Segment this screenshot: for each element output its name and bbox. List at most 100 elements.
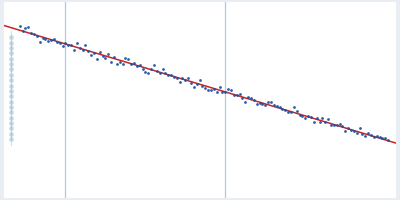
Point (168, 73, 174, 77)
Point (379, 137, 386, 140)
Point (22, 26, 28, 30)
Point (48, 39, 54, 42)
Point (179, 76, 186, 79)
Point (194, 82, 200, 85)
Point (319, 116, 326, 119)
Point (96, 50, 103, 53)
Point (322, 120, 328, 123)
Point (31, 32, 37, 36)
Point (82, 44, 88, 47)
Point (59, 45, 66, 48)
Point (231, 93, 237, 97)
Point (382, 136, 388, 139)
Point (222, 90, 228, 93)
Point (202, 86, 208, 90)
Point (385, 139, 391, 142)
Point (225, 88, 231, 91)
Point (274, 104, 280, 108)
Point (291, 106, 297, 109)
Point (71, 48, 77, 52)
Point (299, 115, 306, 118)
Point (228, 89, 234, 92)
Point (331, 124, 337, 127)
Point (285, 111, 291, 114)
Point (122, 57, 128, 60)
Point (19, 29, 26, 32)
Point (99, 54, 106, 58)
Point (248, 96, 254, 99)
Point (119, 62, 126, 66)
Point (79, 48, 86, 52)
Point (182, 79, 188, 82)
Point (34, 34, 40, 37)
Point (148, 67, 154, 70)
Point (68, 43, 74, 47)
Point (339, 124, 346, 127)
Point (325, 117, 331, 120)
Point (305, 114, 311, 117)
Point (245, 96, 251, 99)
Point (62, 41, 68, 44)
Point (368, 134, 374, 137)
Point (162, 72, 168, 75)
Point (328, 123, 334, 126)
Point (265, 100, 271, 103)
Point (108, 60, 114, 63)
Point (88, 53, 94, 57)
Point (188, 81, 194, 84)
Point (279, 107, 286, 111)
Point (176, 80, 183, 83)
Point (356, 126, 363, 130)
Point (205, 88, 212, 91)
Point (214, 91, 220, 94)
Point (151, 64, 157, 67)
Point (105, 53, 112, 56)
Point (56, 41, 63, 44)
Point (374, 134, 380, 137)
Point (65, 43, 72, 46)
Point (42, 37, 48, 40)
Point (145, 71, 152, 75)
Point (268, 100, 274, 104)
Point (211, 88, 217, 91)
Point (251, 98, 257, 101)
Point (125, 57, 132, 60)
Point (288, 110, 294, 113)
Point (282, 108, 288, 112)
Point (276, 105, 283, 108)
Point (156, 72, 163, 75)
Point (174, 76, 180, 80)
Point (16, 24, 23, 28)
Point (142, 70, 148, 74)
Point (102, 56, 108, 59)
Point (234, 93, 240, 96)
Point (74, 42, 80, 45)
Point (216, 85, 223, 88)
Point (219, 90, 226, 93)
Point (36, 40, 43, 44)
Point (348, 128, 354, 131)
Point (271, 103, 277, 107)
Point (25, 25, 32, 29)
Point (351, 130, 357, 133)
Point (185, 76, 192, 80)
Point (128, 63, 134, 66)
Point (196, 79, 203, 82)
Point (259, 103, 266, 106)
Point (39, 36, 46, 39)
Point (294, 110, 300, 113)
Point (76, 46, 83, 49)
Point (45, 39, 52, 43)
Point (131, 61, 137, 64)
Point (191, 85, 197, 89)
Point (136, 63, 143, 66)
Point (134, 64, 140, 67)
Point (254, 102, 260, 105)
Point (159, 67, 166, 70)
Point (208, 89, 214, 92)
Point (256, 101, 263, 104)
Point (345, 127, 351, 130)
Point (316, 120, 323, 123)
Point (199, 84, 206, 88)
Point (376, 135, 383, 139)
